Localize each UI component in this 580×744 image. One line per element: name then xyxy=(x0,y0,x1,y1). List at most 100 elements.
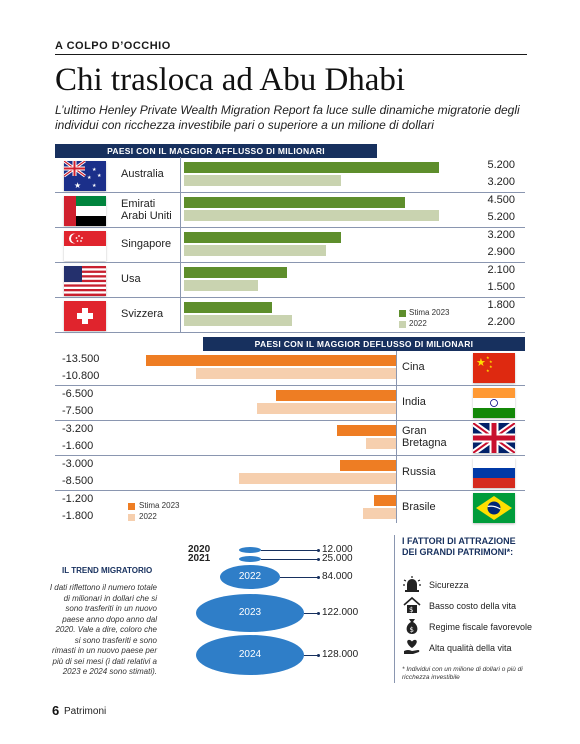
factor-label-quality-of-life: Alta qualità della vita xyxy=(429,643,512,653)
row-divider xyxy=(55,262,525,263)
factors-title: I FATTORI DI ATTRAZIONE DEI GRANDI PATRI… xyxy=(402,536,516,557)
outflow-label-gb-line1: Gran xyxy=(402,425,427,437)
trend-year-2023: 2023 xyxy=(238,607,262,618)
svg-text:★: ★ xyxy=(97,173,102,179)
uk-flag xyxy=(473,423,515,453)
outflow-bar-gran-bretagna-2022 xyxy=(366,438,396,449)
inflow-bar-emirati-arabi-uniti-2022 xyxy=(184,210,439,221)
trend-year-2022: 2022 xyxy=(238,571,262,582)
inflow-bar-emirati-arabi-uniti-2023 xyxy=(184,197,405,208)
outflow-bar-brasile-2022 xyxy=(362,508,396,519)
trend-bubble-2020 xyxy=(239,547,261,553)
siren-icon xyxy=(402,575,422,598)
page-number: 6 xyxy=(52,703,60,718)
outflow-value-india-2022: -7.500 xyxy=(62,405,94,417)
trend-leader-dot xyxy=(317,612,320,615)
outflow-label-brasile: Brasile xyxy=(402,501,436,513)
svg-text:★: ★ xyxy=(486,368,490,373)
factor-label-cost-of-living: Basso costo della vita xyxy=(429,601,517,611)
trend-year-2021: 2021 xyxy=(188,553,211,564)
trend-leader-dot xyxy=(317,576,320,579)
inflow-bar-svizzera-2022 xyxy=(184,315,292,326)
trend-value-2024: 128.000 xyxy=(322,649,359,660)
inflow-label-usa: Usa xyxy=(121,273,141,285)
factors-footnote: * Individui con un milione di dollari o … xyxy=(402,666,523,681)
inflow-bar-australia-2022 xyxy=(184,175,341,186)
inflow-value-usa-2022: 1.500 xyxy=(487,281,515,293)
trend-year-2020: 2020 xyxy=(188,544,211,555)
trend-year-2024: 2024 xyxy=(238,649,262,660)
inflow-bar-usa-2022 xyxy=(184,280,258,291)
factors-divider xyxy=(394,535,395,683)
russia-flag xyxy=(473,458,515,488)
inflow-label-uae-line1: Emirati xyxy=(121,198,156,210)
inflow-value-uae-2023: 4.500 xyxy=(487,194,515,206)
outflow-value-gb-2022: -1.600 xyxy=(62,440,94,452)
trend-bubble-2021 xyxy=(239,556,261,562)
switzerland-flag xyxy=(64,301,106,331)
inflow-bar-australia-2023 xyxy=(184,162,439,173)
trend-value-2022: 84.000 xyxy=(322,571,353,582)
inflow-value-australia-2022: 3.200 xyxy=(487,176,515,188)
svg-text:★: ★ xyxy=(489,364,493,369)
legend-swatch-outflow-2022 xyxy=(128,514,135,521)
legend-label-inflow-2022: 2022 xyxy=(409,319,427,328)
legend-label-outflow-2022: 2022 xyxy=(139,512,157,521)
inflow-label-svizzera: Svizzera xyxy=(121,308,164,320)
svg-text:★: ★ xyxy=(74,181,81,190)
australia-flag: ★ ★ ★ ★ ★ xyxy=(64,161,106,191)
factor-label-security: Sicurezza xyxy=(429,580,469,590)
trend-leader-dot xyxy=(317,654,320,657)
inflow-value-australia-2023: 5.200 xyxy=(487,159,515,171)
section-kicker: A COLPO D’OCCHIO xyxy=(55,40,171,52)
outflow-value-russia-2022: -8.500 xyxy=(62,475,94,487)
legend-label-outflow-2023: Stima 2023 xyxy=(139,501,180,510)
page-title: Chi trasloca ad Abu Dhabi xyxy=(55,62,406,98)
brazil-flag xyxy=(473,493,515,523)
svg-text:★: ★ xyxy=(489,359,493,364)
row-divider xyxy=(55,227,525,228)
inflow-bar-singapore-2022 xyxy=(184,245,327,256)
trend-value-2020: 12.000 xyxy=(322,544,353,555)
outflow-label-russia: Russia xyxy=(402,466,436,478)
inflow-chart-title: PAESI CON IL MAGGIOR AFFLUSSO DI MILIONA… xyxy=(55,144,377,158)
outflow-bar-russia-2022 xyxy=(238,473,396,484)
trend-leader-line xyxy=(261,559,318,560)
inflow-label-uae-line2: Arabi Uniti xyxy=(121,210,172,222)
outflow-bar-brasile-2023 xyxy=(373,495,396,506)
outflow-value-russia-2023: -3.000 xyxy=(62,458,94,470)
trend-leader-line xyxy=(304,655,318,656)
outflow-label-gb-line2: Bretagna xyxy=(402,437,447,449)
trend-description: I dati riflettono il numero totale di mi… xyxy=(49,583,157,676)
row-divider xyxy=(55,420,525,421)
page-subtitle: L’ultimo Henley Private Wealth Migration… xyxy=(55,103,520,132)
outflow-bar-cina-2023 xyxy=(146,355,396,366)
svg-text:$: $ xyxy=(410,626,414,634)
factor-label-tax-regime: Regime fiscale favorevole xyxy=(429,622,533,632)
trend-title: IL TREND MIGRATORIO xyxy=(62,566,153,575)
inflow-value-uae-2022: 5.200 xyxy=(487,211,515,223)
outflow-bar-russia-2023 xyxy=(340,460,396,471)
trend-value-2021: 25.000 xyxy=(322,553,353,564)
outflow-axis xyxy=(396,351,397,523)
uae-flag xyxy=(64,196,106,226)
inflow-value-singapore-2023: 3.200 xyxy=(487,229,515,241)
inflow-label-australia: Australia xyxy=(121,168,164,180)
outflow-chart-title: PAESI CON IL MAGGIOR DEFLUSSO DI MILIONA… xyxy=(203,337,525,351)
heart-hand-icon xyxy=(402,638,422,661)
trend-leader-line xyxy=(304,613,318,614)
svg-text:★: ★ xyxy=(87,175,92,181)
singapore-flag xyxy=(64,231,106,261)
row-divider xyxy=(55,490,525,491)
trend-leader-dot xyxy=(317,549,320,552)
outflow-value-brasile-2023: -1.200 xyxy=(62,493,94,505)
money-bag-icon: $ xyxy=(402,617,422,640)
row-divider xyxy=(55,455,525,456)
row-divider xyxy=(55,192,525,193)
trend-bubble-2023 xyxy=(196,594,304,632)
house-money-icon: $ xyxy=(402,596,422,619)
kicker-rule xyxy=(55,54,527,55)
outflow-bar-gran-bretagna-2023 xyxy=(336,425,396,436)
inflow-axis xyxy=(180,157,181,333)
outflow-label-india: India xyxy=(402,396,426,408)
